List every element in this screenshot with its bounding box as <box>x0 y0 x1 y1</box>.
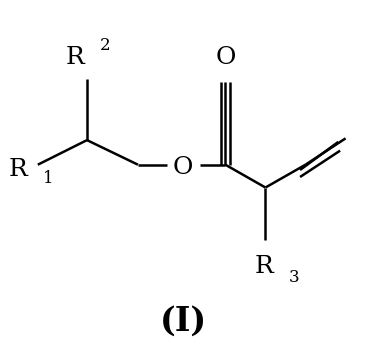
Text: 3: 3 <box>289 269 300 286</box>
Text: (I): (I) <box>160 304 207 337</box>
Text: O: O <box>172 156 193 179</box>
Text: R: R <box>65 46 84 69</box>
Text: O: O <box>215 46 236 69</box>
Text: 1: 1 <box>43 170 54 187</box>
Text: R: R <box>9 159 28 182</box>
Text: 2: 2 <box>100 37 110 54</box>
Text: R: R <box>255 255 273 278</box>
